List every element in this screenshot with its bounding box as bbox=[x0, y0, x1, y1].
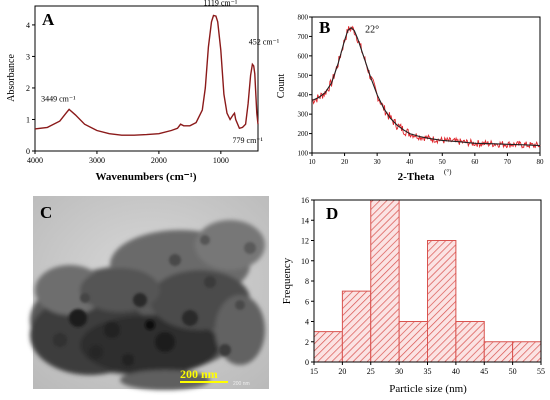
panel-b-x-tick-label: 80 bbox=[537, 158, 545, 166]
tem-scalebar-small-label: 200 nm bbox=[233, 381, 250, 387]
panel-b-y-ticks: 100 200 300 400 500 600 700 800 bbox=[298, 14, 312, 158]
panel-b-label: B bbox=[319, 18, 330, 37]
panel-b-x-tick-label: 30 bbox=[374, 158, 382, 166]
panel-b-y-tick-label: 600 bbox=[298, 52, 309, 60]
panel-b-y-tick-label: 100 bbox=[298, 150, 309, 158]
panel-a-series-line bbox=[34, 14, 259, 136]
panel-d-y-tick-label: 10 bbox=[301, 257, 309, 266]
panel-b-x-tick-label: 60 bbox=[471, 158, 479, 166]
panel-b-y-tick-label: 700 bbox=[298, 33, 309, 41]
panel-d-bars bbox=[313, 199, 542, 363]
panel-d-bar bbox=[370, 199, 400, 363]
panel-a-peak-annotation: 452 cm⁻¹ bbox=[249, 37, 280, 46]
panel-d-x-tick-label: 50 bbox=[509, 367, 517, 376]
panel-a-label: A bbox=[42, 10, 55, 29]
panel-b-x-ticks: 10 20 30 40 50 60 70 80 bbox=[309, 153, 545, 166]
panel-a-x-tick-label: 2000 bbox=[151, 156, 167, 165]
panel-a-x-ticks: 4000 3000 2000 1000 bbox=[27, 151, 229, 165]
panel-b-x-tick-label: 20 bbox=[341, 158, 349, 166]
panel-d-x-tick-label: 55 bbox=[537, 367, 545, 376]
panel-d-y-tick-label: 8 bbox=[305, 277, 309, 286]
panel-d-y-tick-label: 6 bbox=[305, 297, 309, 306]
panel-d-y-ticks: 0 2 4 6 8 10 12 14 16 bbox=[301, 196, 314, 367]
panel-b-x-tick-label: 10 bbox=[309, 158, 317, 166]
panel-a-y-tick-label: 2 bbox=[26, 84, 30, 93]
panel-b-xrd-chart: 10 20 30 40 50 60 70 80 100 200 300 400 500 600 700 80… bbox=[276, 14, 544, 184]
panel-a-x-tick-label: 1000 bbox=[213, 156, 229, 165]
panel-d-histogram: 15 20 25 30 35 40 45 50 55 0 2 4 6 8 10 12 14 16 D Parti… bbox=[281, 196, 545, 395]
panel-a-y-tick-label: 1 bbox=[26, 115, 30, 124]
tem-scalebar-label: 200 nm bbox=[180, 367, 218, 381]
tem-particle-grains bbox=[53, 235, 256, 366]
panel-a-x-tick-label: 3000 bbox=[89, 156, 105, 165]
panel-d-bar bbox=[398, 321, 428, 363]
panel-b-y-tick-label: 200 bbox=[298, 130, 309, 138]
panel-a-y-tick-label: 0 bbox=[26, 147, 30, 156]
panel-d-x-tick-label: 45 bbox=[480, 367, 488, 376]
panel-b-y-tick-label: 500 bbox=[298, 72, 309, 80]
panel-d-y-tick-label: 0 bbox=[305, 358, 309, 367]
panel-b-y-tick-label: 400 bbox=[298, 91, 309, 99]
panel-b-x-axis-unit: (°) bbox=[444, 168, 452, 176]
tem-particle-cluster bbox=[30, 220, 265, 390]
panel-b-x-axis-label: 2-Theta bbox=[398, 171, 435, 183]
panel-d-x-tick-label: 30 bbox=[395, 367, 403, 376]
panel-d-bar bbox=[455, 321, 485, 363]
panel-a-spectrum-line bbox=[34, 14, 259, 136]
panel-b-annotations: 22° bbox=[365, 25, 379, 36]
panel-d-y-tick-label: 4 bbox=[305, 318, 309, 327]
panel-d-bar bbox=[427, 240, 457, 363]
panel-c-label: C bbox=[40, 203, 52, 222]
panel-c-tem-image: C 200 nm 200 nm bbox=[30, 196, 269, 390]
panel-a-y-tick-label: 4 bbox=[26, 21, 30, 30]
panel-a-ftir-chart: 4000 3000 2000 1000 0 1 2 3 4 3449 cm⁻¹ 1119 cm⁻… bbox=[6, 0, 280, 183]
panel-d-x-tick-label: 40 bbox=[452, 367, 460, 376]
panel-d-y-axis-label: Frequency bbox=[281, 257, 293, 304]
panel-a-peak-annotation: 1119 cm⁻¹ bbox=[203, 0, 237, 7]
panel-a-x-axis-label: Wavenumbers (cm⁻¹) bbox=[95, 171, 196, 183]
panel-d-x-ticks: 15 20 25 30 35 40 45 50 55 bbox=[310, 362, 545, 376]
panel-d-x-tick-label: 20 bbox=[338, 367, 346, 376]
panel-a-peak-annotation: 3449 cm⁻¹ bbox=[41, 94, 76, 103]
panel-d-label: D bbox=[326, 204, 338, 223]
panel-d-bar bbox=[313, 331, 343, 363]
panel-b-x-tick-label: 50 bbox=[439, 158, 447, 166]
panel-a-peak-annotation: 779 cm⁻¹ bbox=[233, 136, 264, 145]
panel-a-annotations: 3449 cm⁻¹ 1119 cm⁻¹ 452 cm⁻¹ 779 cm⁻¹ bbox=[41, 0, 280, 145]
panel-b-x-tick-label: 70 bbox=[504, 158, 512, 166]
panel-d-x-axis-label: Particle size (nm) bbox=[389, 383, 467, 395]
panel-d-y-tick-label: 14 bbox=[301, 216, 309, 225]
panel-a-y-axis-label: Absorbance bbox=[6, 54, 17, 102]
panel-b-y-tick-label: 300 bbox=[298, 111, 309, 119]
panel-d-x-tick-label: 35 bbox=[424, 367, 432, 376]
panel-b-series-line bbox=[311, 26, 541, 147]
panel-d-x-tick-label: 25 bbox=[367, 367, 375, 376]
panel-b-fit-line bbox=[311, 26, 541, 147]
panel-a-y-tick-label: 3 bbox=[26, 52, 30, 61]
panel-d-y-tick-label: 2 bbox=[305, 338, 309, 347]
panel-b-y-axis-label: Count bbox=[276, 74, 287, 99]
panel-a-x-tick-label: 4000 bbox=[27, 156, 43, 165]
panel-d-bar bbox=[512, 341, 542, 363]
panel-b-y-tick-label: 800 bbox=[298, 14, 309, 22]
panel-d-bar bbox=[483, 341, 514, 363]
panel-d-y-tick-label: 12 bbox=[301, 237, 309, 246]
panel-d-x-tick-label: 15 bbox=[310, 367, 318, 376]
panel-b-peak-annotation: 22° bbox=[365, 25, 379, 36]
panel-d-y-tick-label: 16 bbox=[301, 196, 309, 205]
panel-a-y-ticks: 0 1 2 3 4 bbox=[26, 21, 35, 156]
panel-b-x-tick-label: 40 bbox=[406, 158, 414, 166]
panel-d-bar bbox=[341, 290, 372, 363]
